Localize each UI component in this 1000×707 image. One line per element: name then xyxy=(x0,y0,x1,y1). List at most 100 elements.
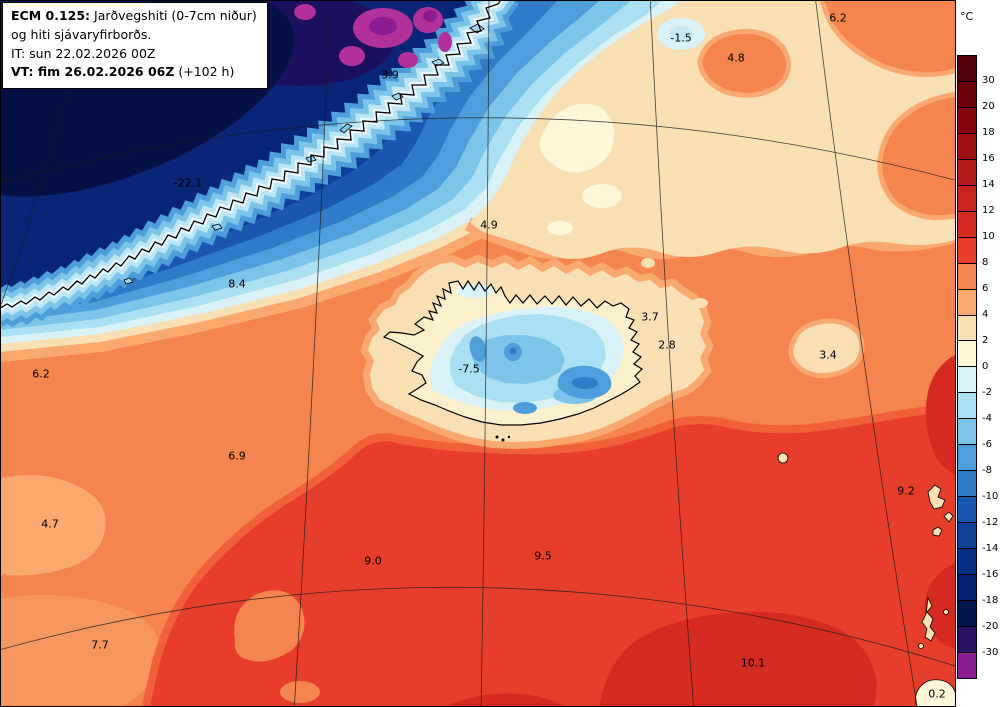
skerry-islets xyxy=(123,23,485,285)
mild-patch-southwest xyxy=(0,594,161,707)
parameter-subtitle: og hiti sjávaryfirborðs. xyxy=(11,26,152,42)
corner-island xyxy=(915,679,956,707)
cream-speck xyxy=(641,258,655,268)
colorbar-band xyxy=(958,237,976,264)
colorbar-band xyxy=(958,471,976,498)
cold-pocket-core xyxy=(669,26,693,42)
pale-yellow-patch xyxy=(547,221,573,235)
mild-patch-west xyxy=(0,475,106,576)
colorbar-tick: -10 xyxy=(982,491,999,502)
meridian xyxy=(293,0,331,707)
warm-sea-region xyxy=(148,354,956,707)
model-name: ECM 0.125: xyxy=(11,8,91,23)
remote-islands xyxy=(339,123,956,707)
westfjords-cool xyxy=(457,284,493,298)
colorbar-tick: 18 xyxy=(982,127,995,138)
colorbar-tick: -4 xyxy=(982,413,992,424)
colorbar-band xyxy=(958,289,976,316)
colorbar-tick: 30 xyxy=(982,75,995,86)
cold-spot xyxy=(339,46,365,66)
warm-pocket-right xyxy=(882,96,956,216)
cream-speck xyxy=(591,241,609,253)
cold-spot-core xyxy=(369,17,397,35)
colorbar-tick: -20 xyxy=(982,621,999,632)
colorbar-tick: 8 xyxy=(982,257,989,268)
warmest-patch-east xyxy=(924,562,956,649)
parallel xyxy=(0,586,956,667)
colorbar-tick: -8 xyxy=(982,465,992,476)
colorbar-tick: -16 xyxy=(982,569,999,580)
map-canvas xyxy=(0,0,956,707)
colorbar-tick: 0 xyxy=(982,361,989,372)
cream-speck xyxy=(692,298,708,308)
warmest-tongue-east xyxy=(925,354,956,476)
parameter-name: Jarðvegshiti (0-7cm niður) xyxy=(90,8,257,23)
warmest-patch-southeast xyxy=(599,611,877,707)
model-parameter-line: ECM 0.125: Jarðvegshiti (0-7cm niður) xyxy=(11,7,257,26)
colorbar-tick: -6 xyxy=(982,439,992,450)
forecast-offset: (+102 h) xyxy=(174,64,235,80)
glacier-core xyxy=(509,347,517,355)
west-warm-patches xyxy=(0,475,161,707)
warm-pocket-inner xyxy=(702,33,787,93)
islet xyxy=(495,435,499,439)
colorbar-band xyxy=(958,393,976,420)
colorbar-tick: 4 xyxy=(982,309,989,320)
colorbar-band xyxy=(958,315,976,342)
colorbar-band xyxy=(958,367,976,394)
colorbar-tick: 14 xyxy=(982,179,995,190)
colorbar-band xyxy=(958,626,976,653)
cream-patches-east xyxy=(591,241,860,373)
islet xyxy=(507,435,511,439)
cold-spot xyxy=(398,52,418,68)
colorbar-band xyxy=(958,211,976,238)
colorbar-unit: °C xyxy=(960,10,974,23)
colorbar-tick: -30 xyxy=(982,647,999,658)
colorbar-tick: -2 xyxy=(982,387,992,398)
valid-time: VT: fim 26.02.2026 06Z xyxy=(11,64,175,80)
faroe-islet xyxy=(943,511,954,523)
glacier-myrdalsjokull xyxy=(513,402,537,414)
colorbar-band xyxy=(958,133,976,160)
glacier-core xyxy=(572,377,598,389)
colorbar-band xyxy=(958,159,976,186)
meridian xyxy=(815,0,918,707)
warm-pocket-corner xyxy=(824,0,956,73)
shetland-islet xyxy=(943,609,949,615)
pale-yellow-patch xyxy=(582,184,622,208)
colorbar-band xyxy=(958,523,976,550)
colorbar-band xyxy=(958,185,976,212)
colorbar-band xyxy=(958,341,976,368)
colorbar-band xyxy=(958,419,976,446)
shetland-islands xyxy=(921,596,936,642)
colorbar-tick: 20 xyxy=(982,101,995,112)
coastal-skerries xyxy=(123,23,485,285)
colorbar-ticks: 30 20 18 16 14 12 10 8 6 4 2 0 -2 -4 -6 -8 -10 -12 -14 -16-… xyxy=(982,55,1000,679)
graticule xyxy=(0,0,956,707)
colorbar-tick: -18 xyxy=(982,595,999,606)
colorbar-band xyxy=(958,107,976,134)
colorbar-band xyxy=(958,575,976,602)
faroe-islet xyxy=(932,526,943,537)
colorbar-tick: -14 xyxy=(982,543,999,554)
colorbar-tick: 10 xyxy=(982,231,995,242)
extreme-cold-spots xyxy=(294,4,452,68)
faroe-islands xyxy=(927,484,946,510)
cold-spot-core xyxy=(423,10,437,22)
westman-islands xyxy=(495,435,511,442)
colorbar-band xyxy=(958,549,976,576)
parallel xyxy=(0,117,956,184)
jan-mayen xyxy=(339,123,353,134)
colorbar-band xyxy=(958,445,976,472)
colorbar-band xyxy=(958,56,976,82)
colorbar-band xyxy=(958,497,976,524)
cold-spot xyxy=(438,32,452,52)
colorbar-tick: 16 xyxy=(982,153,995,164)
colorbar-tick: 2 xyxy=(982,335,989,346)
colorbar-band xyxy=(958,601,976,627)
cold-spot xyxy=(294,4,316,20)
colorbar-tick: -12 xyxy=(982,517,999,528)
colorbar-tick: 6 xyxy=(982,283,989,294)
shetland-islet xyxy=(918,643,924,649)
glacier-langjokull xyxy=(469,336,487,362)
